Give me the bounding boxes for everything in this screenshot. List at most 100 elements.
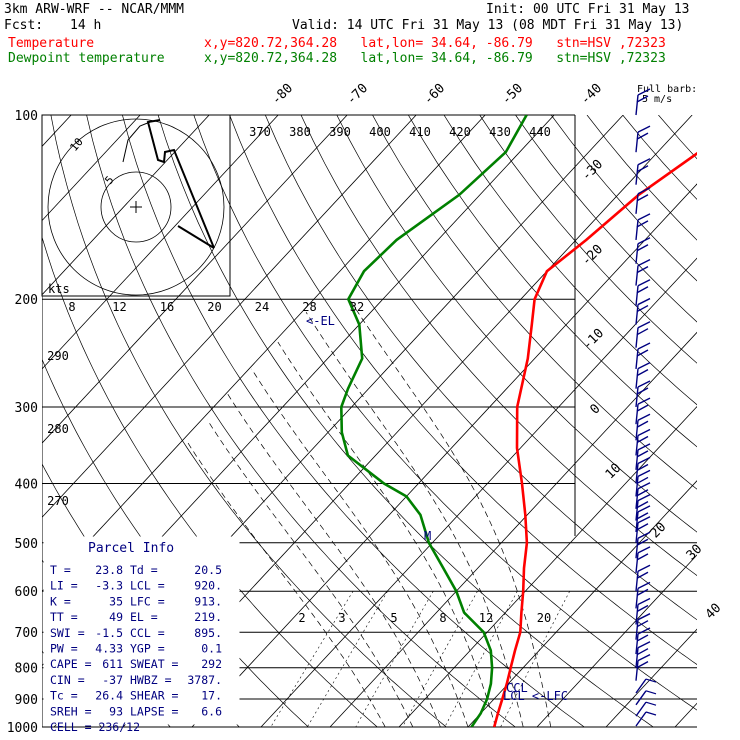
wind-barb-flag — [636, 588, 649, 596]
wind-barb-flag — [637, 482, 651, 490]
wind-barb-flag — [636, 349, 649, 357]
dry-adiabat — [86, 115, 516, 727]
kts-scale-tick: 16 — [160, 300, 174, 314]
pressure-tick-label: 500 — [15, 537, 38, 552]
moist-adiabat — [305, 312, 524, 727]
wind-barb — [635, 125, 651, 153]
parcel-cell: LFC = — [130, 594, 165, 608]
hodograph-frame — [41, 114, 231, 297]
parcel-cell: SWI = — [50, 626, 85, 640]
pressure-tick-label: 200 — [15, 293, 38, 308]
wind-barb-flag — [636, 244, 649, 252]
wind-barb-flag — [637, 321, 651, 329]
parcel-cell: SREH = — [50, 704, 92, 718]
dry-adiabat — [479, 115, 697, 364]
wind-barb-flag — [637, 397, 651, 405]
parcel-cell: -3.3 — [95, 579, 123, 593]
dry-adiabat — [622, 115, 697, 200]
wind-barb-staff — [635, 304, 639, 325]
parcel-cell: 292 — [201, 657, 222, 671]
parcel-cell: LI = — [50, 579, 78, 593]
mixing-ratio-label: 20 — [537, 611, 551, 625]
level-marker: M — [424, 529, 431, 543]
wind-barb-staff — [635, 701, 647, 717]
wind-barb-staff — [635, 404, 639, 425]
dry-adiabat — [443, 115, 697, 406]
wind-barb-flag — [636, 328, 649, 336]
wind-barb-staff — [635, 604, 639, 625]
wind-barb-staff — [635, 619, 639, 640]
wind-barb — [635, 428, 651, 456]
wind-barb-flag — [637, 581, 651, 590]
wind-barb-staff — [635, 660, 639, 681]
parcel-cell: CIN = — [50, 673, 85, 687]
kts-scale-tick: 24 — [255, 300, 269, 314]
wind-barb-flag — [637, 505, 651, 513]
wind-barb-staff — [635, 633, 639, 655]
wind-barb-flag — [636, 435, 649, 444]
wind-barb-staff — [635, 488, 639, 509]
wind-barb-flag — [636, 369, 649, 377]
wind-barb-flag — [645, 711, 657, 716]
isotherm-line — [398, 405, 697, 727]
wind-barb-staff — [635, 690, 647, 706]
wind-barb-flag — [637, 443, 651, 451]
theta-label: 430 — [489, 125, 511, 139]
wind-barb-flag — [637, 362, 651, 370]
isotherm-label: -40 — [578, 81, 605, 108]
isotherm-label: 20 — [648, 520, 670, 542]
wind-barb-flag — [636, 489, 649, 497]
wind-barb-staff — [635, 420, 639, 441]
wind-barb-flag — [637, 456, 651, 465]
wind-barb-staff — [635, 522, 639, 543]
wind-barb — [635, 711, 657, 727]
parcel-cell: LCL = — [130, 579, 165, 593]
parcel-cell: K = — [50, 594, 71, 608]
mixing-ratio-label: 3 — [338, 611, 345, 625]
legend-temperature: Temperature — [8, 36, 95, 51]
wind-barb-flag — [637, 627, 651, 635]
isotherm-label: 30 — [684, 542, 706, 564]
isotherm-line — [536, 554, 697, 727]
legend-dewpoint-info: x,y=820.72,364.28 lat,lon= 34.64, -86.79… — [204, 51, 666, 66]
mixing-ratio-line — [500, 591, 570, 727]
hodograph-ring-label: 5 — [102, 173, 116, 186]
wind-barb — [635, 88, 651, 116]
parcel-cell: T = — [50, 563, 71, 577]
wind-barb-flag — [636, 553, 649, 561]
wind-barb-flag — [637, 380, 651, 388]
parcel-info-box: Parcel Info T = 23.8 Td = 20.5 LI = -3.3 LCL = 9… — [43, 536, 240, 734]
parcel-cell: 35 — [109, 594, 123, 608]
parcel-cell: 219. — [194, 610, 222, 624]
parcel-cell: -37 — [102, 673, 123, 687]
wind-barb — [635, 678, 657, 694]
model-title: 3km ARW-WRF -- NCAR/MMM — [4, 2, 185, 17]
parcel-cell: 3787. — [187, 673, 222, 687]
wind-barb-staff — [635, 285, 639, 306]
wind-barb — [635, 493, 651, 521]
isotherm-label: -10 — [580, 326, 607, 353]
pressure-tick-label: 700 — [15, 626, 38, 641]
wind-barb-flag — [636, 265, 649, 274]
wind-barb-staff — [635, 327, 639, 348]
isotherm-label: 10 — [603, 461, 625, 483]
parcel-title: Parcel Info — [88, 541, 174, 556]
theta-label: 420 — [449, 125, 471, 139]
dry-adiabat — [193, 115, 697, 711]
mixing-ratio-label: 12 — [479, 611, 493, 625]
wind-barb-flag — [636, 571, 649, 579]
wind-barb-flag — [637, 469, 651, 478]
dry-adiabat — [336, 115, 697, 533]
isotherm-line — [42, 115, 141, 222]
mixing-ratio-label: 8 — [439, 611, 446, 625]
wind-barb — [635, 397, 651, 425]
parcel-cell: Td = — [130, 563, 158, 577]
wind-barb-flag — [636, 194, 649, 202]
wind-barb-flag — [636, 404, 649, 412]
wind-barb-flag — [637, 213, 651, 221]
wind-barbs — [635, 88, 657, 727]
wind-barb-flag — [636, 500, 649, 509]
wind-barb-flag — [636, 132, 649, 140]
kts-scale-tick: 28 — [302, 300, 316, 314]
